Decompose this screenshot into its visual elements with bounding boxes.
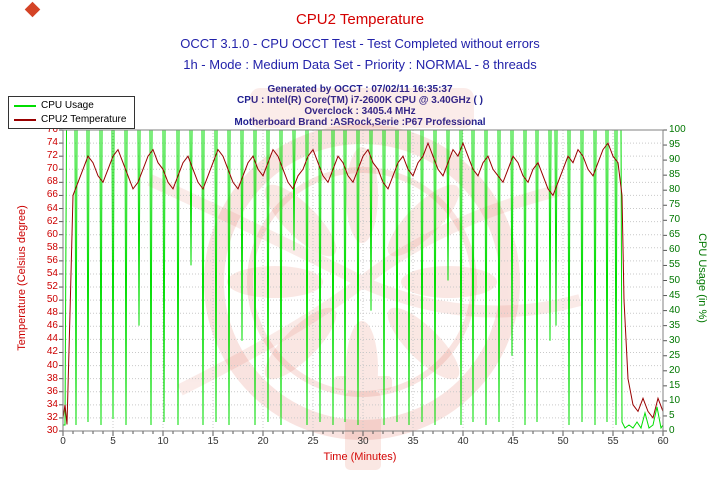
y-left-tick-label: 50 [46, 294, 58, 306]
y-left-tick-label: 46 [46, 320, 58, 332]
y-right-tick-label: 5 [669, 409, 675, 421]
generated-by-line: Generated by OCCT : 07/02/11 16:35:37 [0, 84, 720, 95]
y-left-tick-label: 44 [46, 333, 58, 345]
x-tick-label: 40 [457, 436, 469, 447]
plot-border [62, 129, 664, 432]
y-right-tick-label: 65 [669, 229, 681, 241]
x-tick-label: 35 [407, 436, 419, 447]
y-right-tick-label: 25 [669, 349, 681, 361]
y-left-tick-label: 38 [46, 372, 58, 384]
x-tick-label: 55 [607, 436, 619, 447]
y-left-tick-label: 62 [46, 215, 58, 227]
y-right-tick-label: 45 [669, 289, 681, 301]
y-left-tick-label: 52 [46, 281, 58, 293]
x-tick-label: 45 [507, 436, 519, 447]
x-tick-label: 60 [657, 436, 669, 447]
cpu-usage-line-swatch [14, 104, 36, 107]
y-right-tick-label: 90 [669, 154, 681, 166]
y-right-tick-label: 15 [669, 379, 681, 391]
legend-label: CPU Usage [41, 100, 94, 111]
y-right-tick-label: 55 [669, 259, 681, 271]
legend-item-cpu-usage: CPU Usage [14, 100, 126, 111]
y-right-tick-label: 75 [669, 199, 681, 211]
x-tick-label: 5 [110, 436, 116, 447]
x-tick-label: 15 [207, 436, 219, 447]
legend-item-cpu2-temperature: CPU2 Temperature [14, 114, 126, 125]
y-right-tick-label: 85 [669, 169, 681, 181]
y-left-tick-label: 72 [46, 150, 58, 162]
legend: CPU Usage CPU2 Temperature [8, 96, 136, 129]
cpu2-temperature-line [62, 141, 664, 425]
cpu-info-line: CPU : Intel(R) Core(TM) i7-2600K CPU @ 3… [237, 95, 483, 106]
y-right-tick-label: 70 [669, 214, 681, 226]
y-left-tick-label: 56 [46, 254, 58, 266]
page-title: CPU2 Temperature [295, 11, 425, 28]
y-left-tick-label: 68 [46, 176, 58, 188]
y-right-tick-label: 30 [669, 334, 681, 346]
y-right-tick-label: 0 [669, 425, 675, 436]
y-left-tick-label: 60 [46, 228, 58, 240]
cpu2-temperature-line-swatch [14, 118, 36, 121]
x-axis-title: Time (Minutes) [323, 451, 397, 463]
y-right-tick-label: 40 [669, 304, 681, 316]
y-left-tick-label: 66 [46, 189, 58, 201]
y-right-tick-label: 60 [669, 244, 681, 256]
y-left-tick-label: 54 [46, 267, 58, 279]
y-right-tick-label: 20 [669, 364, 681, 376]
y-left-tick-label: 74 [46, 137, 58, 149]
y-left-tick-label: 40 [46, 359, 58, 371]
y-right-tick-label: 10 [669, 394, 681, 406]
x-tick-label: 50 [557, 436, 569, 447]
overclock-line: Overclock : 3405.4 MHz [0, 106, 720, 117]
y-right-tick-label: 100 [669, 124, 686, 135]
y-left-tick-label: 76 [46, 124, 58, 135]
y-left-tick-label: 34 [46, 398, 58, 410]
x-tick-label: 10 [157, 436, 169, 447]
x-tick-label: 30 [357, 436, 369, 447]
y-right-tick-label: 95 [669, 139, 681, 151]
x-tick-label: 20 [257, 436, 269, 447]
y-right-tick-label: 35 [669, 319, 681, 331]
y-left-tick-label: 32 [46, 411, 58, 423]
y-left-tick-label: 48 [46, 307, 58, 319]
motherboard-line: Motherboard Brand :ASRock,Serie :P67 Pro… [0, 117, 720, 128]
x-tick-label: 0 [60, 436, 66, 447]
y-left-tick-label: 64 [46, 202, 58, 214]
test-mode-line: 1h - Mode : Medium Data Set - Priority :… [183, 57, 537, 72]
y-left-tick-label: 58 [46, 241, 58, 253]
x-tick-label: 25 [307, 436, 319, 447]
y-right-tick-label: 80 [669, 184, 681, 196]
test-summary-line: OCCT 3.1.0 - CPU OCCT Test - Test Comple… [180, 36, 540, 51]
y-right-tick-label: 50 [669, 274, 681, 286]
legend-label: CPU2 Temperature [41, 114, 127, 125]
y-left-tick-label: 42 [46, 346, 58, 358]
y-left-tick-label: 30 [46, 425, 58, 436]
y-left-tick-label: 36 [46, 385, 58, 397]
y-left-tick-label: 70 [46, 163, 58, 175]
system-info-block: Generated by OCCT : 07/02/11 16:35:37 CP… [0, 84, 720, 128]
